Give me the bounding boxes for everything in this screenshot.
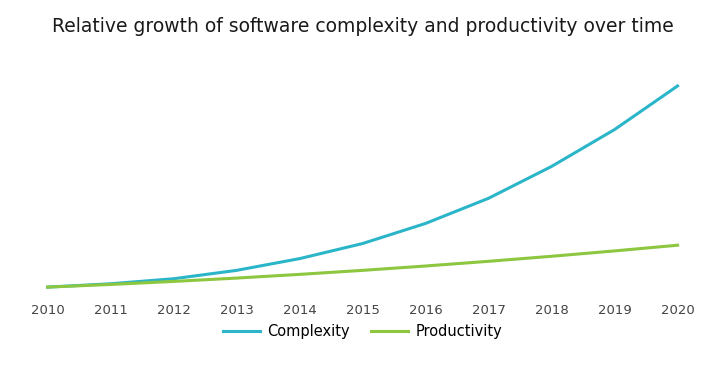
Productivity (295, 272, 304, 277)
Complexity (673, 84, 682, 88)
Productivity (233, 276, 241, 280)
Productivity (43, 285, 52, 290)
Complexity (610, 127, 619, 132)
Productivity (169, 279, 178, 284)
Line: Complexity: Complexity (47, 86, 678, 287)
Complexity (295, 256, 304, 261)
Productivity (673, 243, 682, 248)
Productivity (421, 264, 430, 268)
Title: Relative growth of software complexity and productivity over time: Relative growth of software complexity a… (52, 17, 673, 36)
Complexity (43, 285, 52, 290)
Line: Productivity: Productivity (47, 245, 678, 287)
Complexity (421, 221, 430, 226)
Productivity (358, 268, 367, 273)
Productivity (610, 249, 619, 253)
Complexity (233, 268, 241, 273)
Productivity (106, 282, 115, 287)
Complexity (169, 277, 178, 281)
Complexity (358, 241, 367, 246)
Productivity (484, 259, 493, 264)
Complexity (547, 164, 556, 169)
Legend: Complexity, Productivity: Complexity, Productivity (218, 319, 508, 345)
Complexity (484, 196, 493, 200)
Productivity (547, 254, 556, 259)
Complexity (106, 282, 115, 286)
